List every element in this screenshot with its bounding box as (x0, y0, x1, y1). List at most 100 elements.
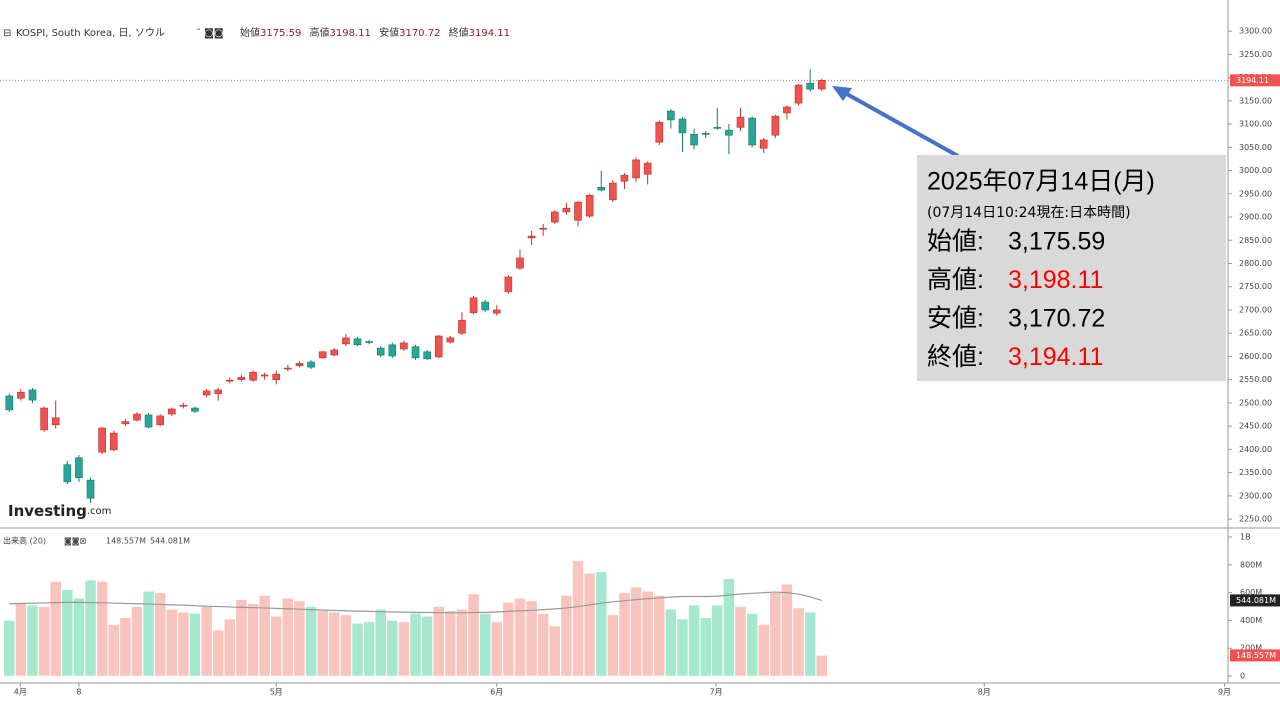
open-label: 始値 (240, 26, 260, 39)
volume-bar (734, 606, 747, 677)
candle-body (597, 186, 606, 191)
volume-bar (676, 618, 689, 677)
volume-bar (154, 592, 166, 677)
candle-body (318, 351, 327, 359)
volume-bar (630, 586, 642, 677)
candle-body (423, 351, 431, 360)
candle-body (632, 159, 640, 179)
symbol-title: KOSPI, South Korea, 日, ソウル (16, 27, 165, 39)
annotation-note: (07月14日10:24現在:日本時間) (927, 205, 1131, 221)
candle-body (28, 389, 37, 401)
volume-bar (409, 613, 422, 677)
volume-bar (688, 604, 700, 677)
volume-bar (247, 603, 259, 677)
v-tick-label: 1B (1240, 533, 1251, 542)
volume-bar (282, 597, 294, 677)
row-label: 安値: (927, 305, 984, 333)
volume-bar (3, 620, 16, 677)
volume-bar (224, 618, 236, 677)
y-tick-label: 2850.00 (1239, 236, 1272, 245)
candle-body (759, 139, 768, 149)
volume-bar (166, 609, 178, 677)
volume-bar (514, 597, 526, 677)
y-tick-label: 3050.00 (1239, 143, 1272, 152)
y-tick-label: 2350.00 (1239, 468, 1272, 477)
y-tick-label: 2400.00 (1239, 445, 1272, 454)
candle-body (260, 374, 269, 377)
volume-icons[interactable]: ◙◙⊠ (64, 537, 86, 546)
candle-body (585, 194, 594, 217)
volume-bar (398, 621, 410, 677)
y-tick-label: 2950.00 (1239, 189, 1272, 198)
candle-body (411, 346, 420, 359)
candle-body (121, 421, 130, 425)
volume-bar (607, 614, 619, 677)
volume-bar (583, 572, 596, 677)
volume-bar (200, 606, 213, 677)
x-tick-label: 4月 (14, 688, 27, 697)
y-tick-label: 3100.00 (1239, 120, 1272, 129)
volume-title: 出来高 (20) (3, 536, 46, 546)
volume-bar (432, 606, 445, 677)
volume-bar (328, 611, 341, 677)
collapse-icon[interactable]: ⊟ (3, 28, 11, 39)
volume-bar (131, 606, 143, 677)
low-label: 安値 (379, 26, 399, 39)
candle-body (434, 335, 443, 358)
candle-body (40, 407, 48, 431)
volume-bar (293, 600, 306, 677)
candle-body (667, 110, 675, 121)
v-tick-label: 800M (1240, 560, 1262, 569)
candle-body (307, 361, 315, 368)
candle-body (272, 373, 281, 380)
x-tick-label: 8月 (978, 688, 991, 697)
arrow (844, 91, 959, 158)
candle-body (527, 235, 536, 239)
volume-bar (456, 609, 468, 677)
candle-body (133, 413, 141, 421)
volume-bar (84, 579, 97, 677)
y-tick-label: 3000.00 (1239, 166, 1272, 175)
volume-bar (444, 610, 457, 677)
y-tick-label: 2700.00 (1239, 305, 1272, 314)
volume-bar (641, 591, 654, 677)
volume-bar (479, 613, 491, 677)
candle-body (237, 377, 246, 380)
candle-body (191, 407, 199, 412)
y-tick-label: 2450.00 (1239, 422, 1272, 431)
row-label: 高値: (927, 266, 984, 294)
icons[interactable]: ˜ ◙◙ (196, 27, 224, 39)
y-tick-label: 2800.00 (1239, 259, 1272, 268)
high-value: 3198.11 (330, 28, 371, 39)
candle-body (783, 106, 791, 114)
candle-body (690, 134, 698, 146)
close-label: 終値 (449, 26, 469, 39)
x-tick-label: 9月 (1218, 688, 1231, 697)
volume-bar (119, 617, 132, 677)
volume-ma-line (9, 591, 822, 614)
x-tick-label: 7月 (710, 688, 723, 697)
y-tick-label: 2300.00 (1239, 491, 1272, 500)
volume-bar (549, 625, 561, 677)
volume-bar (38, 606, 50, 677)
volume-bar (340, 614, 352, 677)
volume-ma-value: 544.081M (150, 537, 190, 546)
candle-body (388, 344, 397, 357)
candle-body (794, 84, 803, 104)
annotation-rows: 始値: 3,175.59 高値: 3,198.11 安値: 3,170.72 終値: 3,19… (927, 228, 1105, 372)
candle-body (86, 479, 95, 499)
y-tick-label: 2900.00 (1239, 213, 1272, 222)
low-value: 3170.72 (399, 28, 440, 39)
v-tick-label: 400M (1240, 616, 1262, 625)
candle-body (771, 115, 780, 136)
candle-body (481, 301, 489, 311)
arrow-head (832, 86, 852, 101)
last-price-tag: 3194.11 (1236, 76, 1269, 85)
candle-body (167, 408, 176, 415)
y-tick-label: 2250.00 (1239, 515, 1272, 524)
plot (0, 69, 1228, 677)
candle-body (295, 363, 304, 367)
row-value: 3,194.11 (1008, 343, 1103, 371)
volume-bar (665, 609, 677, 677)
close-value: 3194.11 (469, 28, 510, 39)
